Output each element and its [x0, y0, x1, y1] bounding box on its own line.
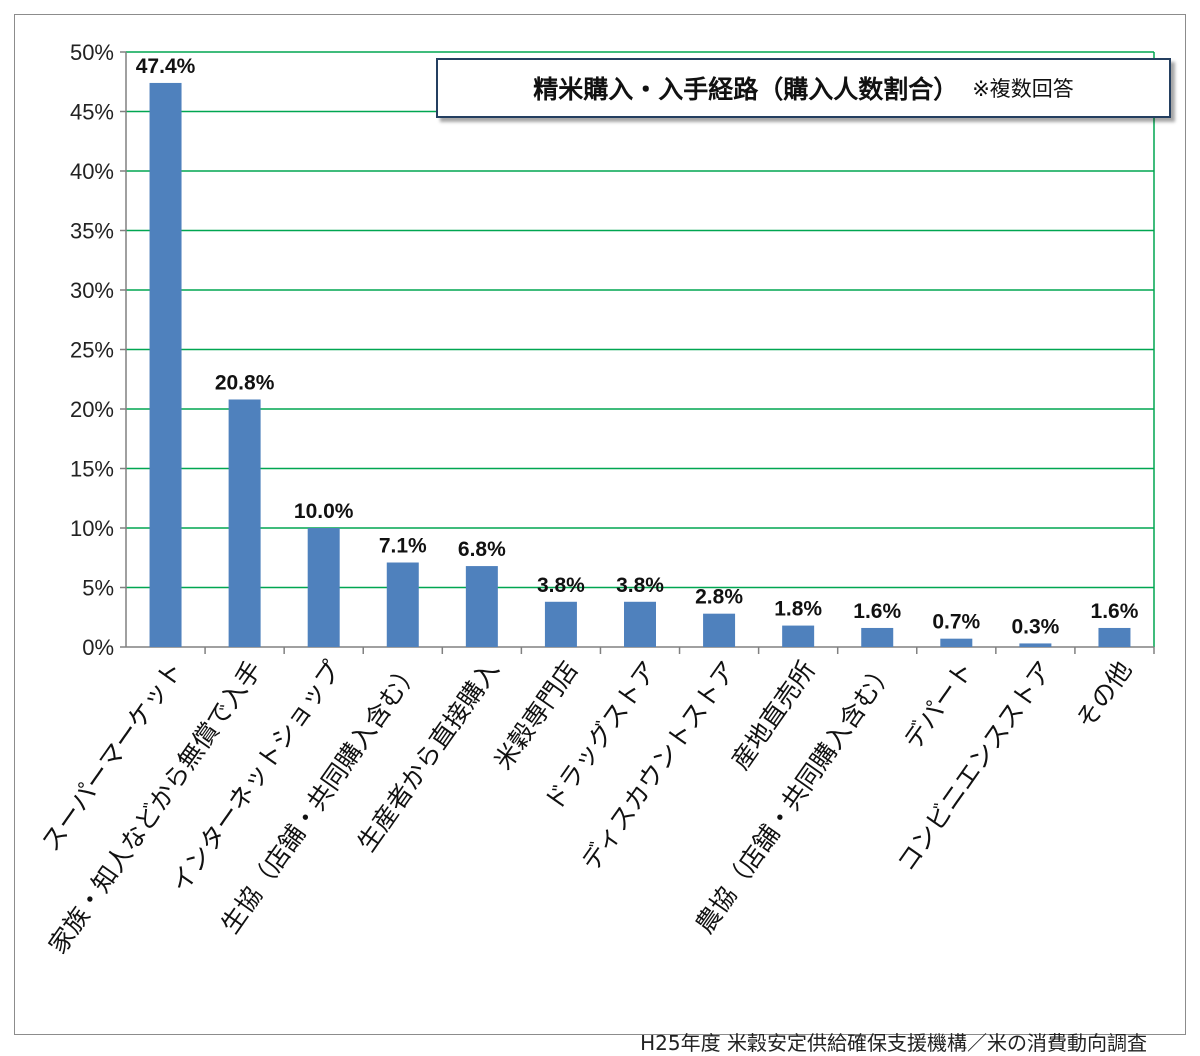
data-label: 47.4% [136, 55, 196, 78]
data-label: 1.8% [774, 598, 822, 621]
data-label: 0.7% [932, 611, 980, 634]
y-tick-label: 15% [70, 457, 114, 482]
chart-title-note: ※複数回答 [972, 77, 1074, 101]
data-label: 6.8% [458, 538, 506, 561]
x-tick-label: ディスカウントストア [576, 656, 742, 876]
bar [465, 566, 498, 647]
x-tick-label: コンビニエンスストア [891, 656, 1058, 877]
x-tick-label: スーパーマーケット [36, 656, 189, 857]
y-tick-label: 0% [82, 635, 114, 660]
y-tick-label: 45% [70, 100, 114, 125]
bar [624, 601, 656, 647]
y-tick-label: 35% [70, 219, 114, 244]
data-label: 0.3% [1011, 615, 1059, 638]
bar [782, 625, 815, 647]
chart-title: 精米購入・入手経路（購入人数割合） [533, 75, 959, 104]
gridlines [126, 51, 1155, 647]
y-tick-label: 30% [70, 278, 114, 303]
data-label: 20.8% [215, 371, 275, 394]
data-label: 1.6% [853, 600, 901, 623]
y-tick-label: 20% [70, 397, 114, 422]
data-label: 2.8% [695, 586, 743, 609]
bar [940, 638, 973, 647]
bar [149, 82, 182, 647]
chart-title-box: 精米購入・入手経路（購入人数割合） ※複数回答 [436, 58, 1171, 118]
bar [1019, 643, 1052, 647]
chart-frame: 47.4% 20.8% 10.0% 7.1% 6.8% 3.8% 3.8% 2.8% 1.8% 1… [14, 14, 1186, 1055]
data-label: 10.0% [294, 500, 354, 523]
bar [307, 528, 340, 647]
x-tick-label: 生産者から直接購入 [352, 656, 505, 857]
data-labels: 47.4% 20.8% 10.0% 7.1% 6.8% 3.8% 3.8% 2.8% 1.8% 1… [136, 55, 1139, 638]
axes [120, 51, 1155, 654]
data-label: 3.8% [537, 574, 585, 597]
bar [861, 627, 894, 647]
data-label: 7.1% [379, 535, 427, 558]
y-tick-label: 5% [82, 576, 114, 601]
bar [544, 601, 577, 647]
bar [1098, 627, 1131, 647]
x-tick-label: デパート [898, 656, 979, 755]
bar [386, 562, 419, 647]
source-note: H25年度 米穀安定供給確保支援機構／米の消費動向調査 [640, 1031, 1147, 1055]
data-label: 1.6% [1091, 600, 1139, 623]
bar [703, 613, 736, 647]
bar-chart: 47.4% 20.8% 10.0% 7.1% 6.8% 3.8% 3.8% 2.8% 1.8% 1… [36, 40, 1155, 959]
y-tick-label: 25% [70, 338, 114, 363]
y-tick-labels: 0% 5% 10% 15% 20% 25% 30% 35% 40% 45% 50% [70, 40, 114, 660]
bar [228, 399, 261, 647]
bars [149, 82, 1131, 647]
x-tick-labels: スーパーマーケット家族・知人などから無償で入手インターネットショップ生協（店舗・… [36, 656, 1138, 959]
y-tick-label: 40% [70, 159, 114, 184]
x-tick-label: その他 [1071, 656, 1138, 734]
data-label: 3.8% [616, 574, 664, 597]
y-tick-label: 10% [70, 516, 114, 541]
y-tick-label: 50% [70, 40, 114, 65]
